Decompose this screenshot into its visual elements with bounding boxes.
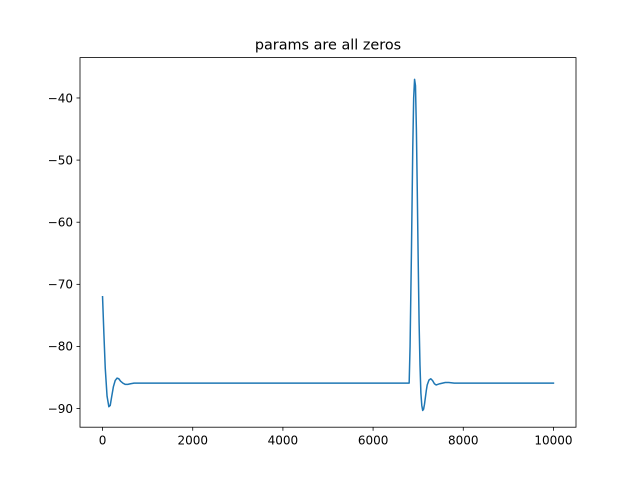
axes-frame xyxy=(79,57,577,428)
series-line-0 xyxy=(101,78,555,412)
x-tick-label: 10000 xyxy=(534,434,572,448)
chart-title: params are all zeros xyxy=(255,38,401,54)
y-tick-label: −50 xyxy=(48,153,73,167)
x-tick-label: 6000 xyxy=(358,434,389,448)
y-tick-label: −90 xyxy=(48,402,73,416)
y-tick-label: −40 xyxy=(48,91,73,105)
y-tick-label: −70 xyxy=(48,278,73,292)
x-tick-label: 8000 xyxy=(448,434,479,448)
y-tick-label: −60 xyxy=(48,216,73,230)
plot-area: 0 2000 4000 6000 8000 10000 −90 −80 −70 −60 −50 −40 xyxy=(48,57,577,448)
y-tick-label: −80 xyxy=(48,340,73,354)
x-tick-label: 0 xyxy=(99,434,107,448)
x-tick-label: 2000 xyxy=(177,434,208,448)
x-tick-label: 4000 xyxy=(268,434,299,448)
